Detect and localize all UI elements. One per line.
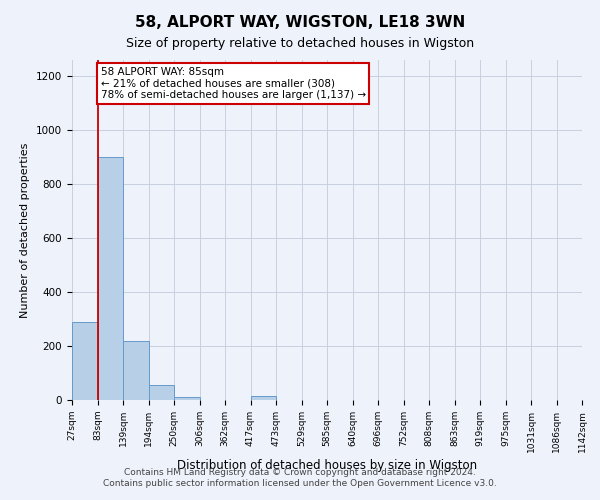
X-axis label: Distribution of detached houses by size in Wigston: Distribution of detached houses by size …: [177, 459, 477, 472]
Bar: [149, 385, 174, 400]
Text: Size of property relative to detached houses in Wigston: Size of property relative to detached ho…: [126, 38, 474, 51]
Bar: [251, 396, 276, 400]
Text: 58, ALPORT WAY, WIGSTON, LE18 3WN: 58, ALPORT WAY, WIGSTON, LE18 3WN: [135, 15, 465, 30]
Bar: [97, 157, 123, 400]
Text: Contains HM Land Registry data © Crown copyright and database right 2024.
Contai: Contains HM Land Registry data © Crown c…: [103, 468, 497, 487]
Bar: [72, 322, 97, 400]
Text: 58 ALPORT WAY: 85sqm
← 21% of detached houses are smaller (308)
78% of semi-deta: 58 ALPORT WAY: 85sqm ← 21% of detached h…: [101, 66, 365, 100]
Bar: [174, 398, 199, 400]
Y-axis label: Number of detached properties: Number of detached properties: [20, 142, 31, 318]
Bar: [123, 340, 149, 400]
